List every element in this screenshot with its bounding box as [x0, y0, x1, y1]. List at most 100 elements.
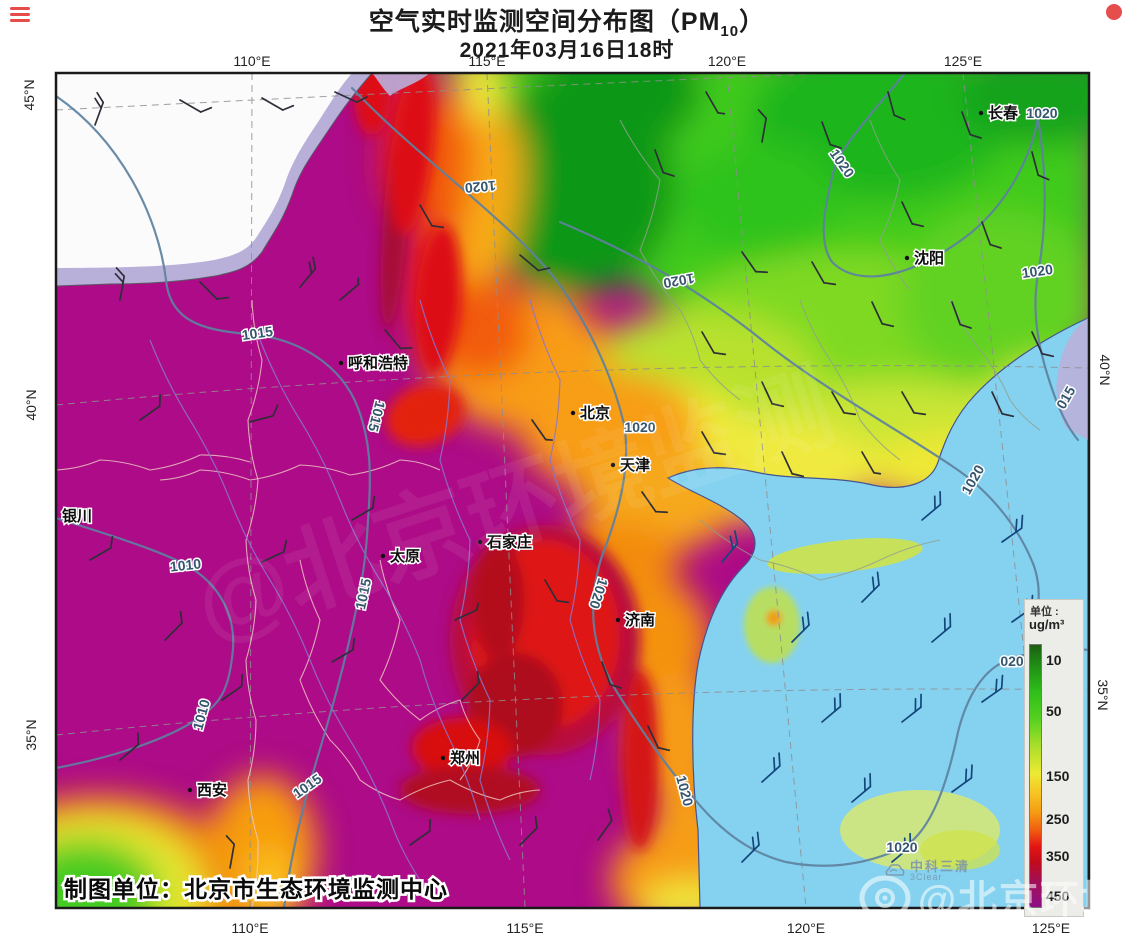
wind-barb — [901, 201, 925, 228]
wind-barb — [891, 832, 912, 863]
city-marker — [904, 255, 910, 261]
isobar-label: 1020 — [1026, 105, 1057, 121]
wind-barb — [249, 404, 279, 423]
legend-tick-450: 450 — [1046, 888, 1070, 905]
wind-barb — [741, 831, 760, 863]
wind-barb — [871, 301, 895, 328]
wind-barb — [119, 732, 140, 761]
domain-buffer-2 — [372, 73, 430, 96]
city-marker — [380, 553, 386, 559]
app-menu-icon[interactable] — [10, 4, 30, 25]
axis-label-left: 45°N — [21, 79, 37, 110]
wind-barb — [1031, 151, 1050, 181]
weibo-watermark-text: @北京环境监测 — [918, 879, 1134, 922]
boundary-line — [619, 119, 741, 401]
boundary-line — [799, 299, 901, 461]
sea-region — [666, 317, 1089, 908]
city-marker — [338, 360, 344, 366]
boundary-line — [56, 454, 251, 471]
boundary-line — [259, 339, 481, 821]
wind-barb — [791, 611, 810, 643]
wind-barb — [334, 91, 368, 103]
wind-barb — [94, 91, 105, 126]
wind-barb — [331, 637, 356, 663]
wind-barb — [384, 329, 413, 350]
legend-unit-label: 单位 : — [1030, 606, 1059, 618]
outside-region — [56, 73, 352, 268]
axis-label-top: 115°E — [468, 53, 505, 69]
boundary-line — [419, 299, 511, 861]
axis-label-bottom: 125°E — [1032, 920, 1070, 936]
wind-barb — [544, 579, 570, 604]
wind-barb — [519, 815, 538, 846]
pm-red-cores — [354, 73, 658, 850]
city-label-郑州: 郑州 — [450, 749, 480, 767]
wind-barb — [221, 673, 244, 701]
wind-barb — [821, 692, 842, 723]
map-frame — [54, 71, 1091, 910]
wind-barb — [701, 331, 727, 356]
isobar-label: 1010 — [169, 555, 202, 574]
legend-tick-10: 10 — [1046, 652, 1062, 669]
boundary-line — [159, 459, 441, 481]
wind-barb — [861, 571, 880, 603]
wind-barb — [761, 752, 781, 783]
wind-barb — [931, 612, 952, 643]
wind-barb — [597, 808, 613, 841]
legend-tick-150: 150 — [1046, 768, 1070, 785]
wind-barb — [851, 772, 872, 803]
boundary-line — [245, 299, 263, 908]
wind-barb — [601, 661, 622, 689]
city-marker — [978, 110, 984, 116]
wind-barb — [741, 251, 769, 274]
legend-panel: 单位 : ug/m³ 10 50 150 250 350 450 — [1024, 599, 1084, 917]
wind-barb — [981, 674, 1004, 703]
isobar-label: 1020 — [1021, 261, 1054, 281]
wind-barb — [139, 393, 162, 421]
boundary-line — [149, 339, 421, 881]
isobar-label: 1020 — [464, 178, 497, 197]
city-marker — [187, 787, 193, 793]
axis-label-right: 40°N — [1097, 354, 1113, 385]
sea-hotspot — [744, 587, 800, 663]
wind-barb — [164, 610, 183, 641]
weibo-eye-icon — [859, 875, 911, 921]
wind-barb — [901, 693, 922, 723]
app-badge-icon[interactable] — [1106, 4, 1122, 20]
city-marker — [615, 617, 621, 623]
wind-barb — [705, 91, 726, 115]
wind-barb — [647, 725, 671, 752]
wind-barb — [299, 256, 317, 288]
axis-label-left: 35°N — [23, 719, 39, 750]
map-datetime: 2021年03月16日18时 — [459, 39, 675, 62]
wind-barb — [861, 451, 882, 475]
city-marker — [440, 755, 446, 761]
wind-barb — [757, 109, 768, 143]
wind-barb — [981, 221, 1002, 249]
isobar-label: 1015 — [241, 323, 274, 343]
city-label-沈阳: 沈阳 — [914, 249, 944, 267]
wind-barb — [339, 277, 360, 301]
city-label-西安: 西安 — [197, 781, 227, 799]
wind-barb — [351, 495, 376, 521]
city-label-呼和浩特: 呼和浩特 — [348, 354, 408, 372]
wind-barb — [454, 602, 480, 621]
wind-barb — [654, 149, 675, 177]
axis-label-bottom: 120°E — [787, 920, 825, 936]
wind-barb — [951, 764, 973, 793]
wind-barb — [261, 539, 288, 563]
isobar-label: 020 — [1000, 653, 1024, 669]
wind-barb — [961, 111, 982, 139]
map-title: 空气实时监测空间分布图（PM10） — [368, 8, 766, 40]
city-label-太原: 太原 — [390, 547, 420, 565]
axis-label-top: 125°E — [944, 53, 982, 69]
city-label-长春: 长春 — [988, 104, 1018, 122]
axis-label-bottom: 110°E — [231, 920, 268, 936]
wind-barb — [409, 818, 432, 846]
city-label-银川: 银川 — [62, 507, 92, 525]
city-label-天津: 天津 — [620, 456, 650, 474]
wind-barb — [887, 91, 906, 121]
